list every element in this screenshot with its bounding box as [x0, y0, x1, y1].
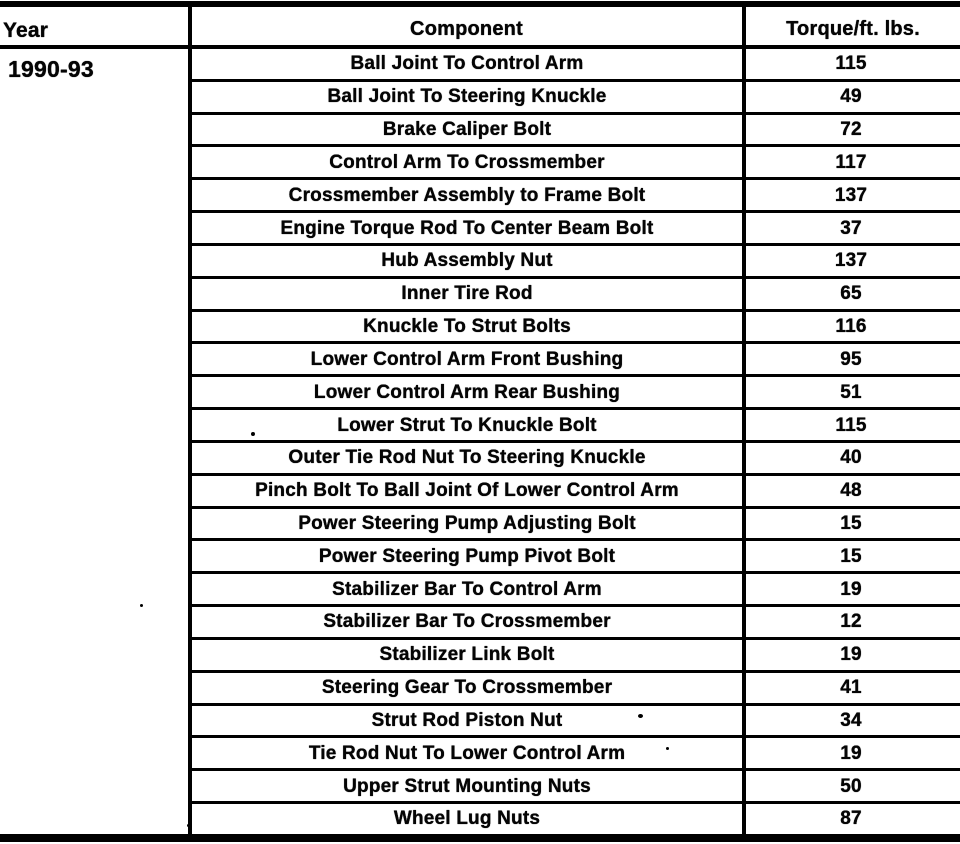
component-cell: Ball Joint To Control Arm — [350, 53, 584, 75]
column-header-year: Year — [3, 19, 49, 42]
table-row: Ball Joint To Steering Knuckle 49 — [192, 82, 960, 115]
year-value: 1990-93 — [8, 56, 94, 82]
column-header-torque: Torque/ft. lbs. — [786, 18, 920, 40]
component-cell: Tie Rod Nut To Lower Control Arm — [308, 742, 626, 764]
torque-cell: 95 — [840, 348, 862, 370]
table-row: Tie Rod Nut To Lower Control Arm 19 — [192, 738, 960, 772]
table-row: Wheel Lug Nuts 87 — [192, 804, 960, 834]
component-cell: Power Steering Pump Adjusting Bolt — [298, 513, 636, 534]
table-row: Lower Control Arm Front Bushing 95 — [192, 344, 960, 378]
table-row: Crossmember Assembly to Frame Bolt 137 — [192, 180, 960, 214]
component-cell: Lower Control Arm Rear Bushing — [313, 381, 621, 403]
table-header-row: Year Component Torque/ft. lbs. — [0, 7, 960, 49]
scan-speck — [638, 714, 643, 718]
torque-cell: 116 — [835, 316, 867, 338]
table-row: Stabilizer Bar To Control Arm 19 — [192, 574, 960, 608]
table-body: Ball Joint To Control Arm 115 Ball Joint… — [192, 49, 960, 834]
table-row: Inner Tire Rod 65 — [192, 279, 960, 312]
component-cell: Crossmember Assembly to Frame Bolt — [288, 184, 646, 206]
table-row: Lower Strut To Knuckle Bolt 115 — [192, 410, 960, 443]
table-row: Engine Torque Rod To Center Beam Bolt 37 — [192, 213, 960, 246]
table-row: Power Steering Pump Adjusting Bolt 15 — [192, 509, 960, 542]
torque-cell: 49 — [840, 86, 862, 108]
torque-cell: 117 — [835, 151, 867, 173]
torque-cell: 137 — [834, 250, 868, 272]
component-cell: Stabilizer Bar To Crossmember — [323, 611, 611, 633]
torque-cell: 65 — [840, 283, 862, 305]
torque-cell: 50 — [840, 775, 862, 797]
scan-speck — [251, 432, 255, 436]
table-row: Stabilizer Bar To Crossmember 12 — [192, 607, 960, 640]
component-cell: Wheel Lug Nuts — [393, 808, 541, 830]
torque-column-divider — [742, 7, 746, 834]
component-cell: Knuckle To Strut Bolts — [363, 316, 571, 338]
torque-cell: 19 — [840, 644, 862, 666]
table-row: Steering Gear To Crossmember 41 — [192, 673, 960, 706]
column-header-component: Component — [410, 18, 523, 40]
table-row: Hub Assembly Nut 137 — [192, 246, 960, 279]
torque-cell: 72 — [840, 119, 862, 141]
torque-cell: 34 — [840, 709, 862, 731]
table-bottom-border — [0, 834, 960, 842]
torque-cell: 137 — [834, 184, 868, 206]
torque-cell: 115 — [835, 414, 867, 436]
component-cell: Pinch Bolt To Ball Joint Of Lower Contro… — [255, 480, 679, 502]
table-row: Knuckle To Strut Bolts 116 — [192, 312, 960, 345]
torque-cell: 12 — [840, 611, 862, 633]
table-top-border — [0, 1, 960, 7]
component-cell: Lower Strut To Knuckle Bolt — [337, 414, 597, 436]
table-row: Control Arm To Crossmember 117 — [192, 147, 960, 181]
table-row: Strut Rod Piston Nut 34 — [192, 706, 960, 739]
year-column-divider — [188, 7, 192, 834]
component-cell: Upper Strut Mounting Nuts — [343, 775, 591, 797]
torque-cell: 40 — [840, 447, 862, 469]
scan-speck — [140, 604, 143, 607]
component-cell: Steering Gear To Crossmember — [321, 677, 613, 699]
torque-cell: 19 — [840, 742, 862, 764]
table-row: Upper Strut Mounting Nuts 50 — [192, 771, 960, 805]
component-cell: Power Steering Pump Pivot Bolt — [318, 545, 616, 567]
component-cell: Hub Assembly Nut — [381, 250, 553, 272]
table-row: Ball Joint To Control Arm 115 — [192, 49, 960, 82]
component-cell: Stabilizer Link Bolt — [379, 644, 555, 666]
torque-cell: 51 — [840, 381, 862, 403]
component-cell: Stabilizer Bar To Control Arm — [332, 578, 602, 600]
component-cell: Inner Tire Rod — [401, 283, 533, 305]
torque-cell: 15 — [840, 513, 862, 534]
table-row: Pinch Bolt To Ball Joint Of Lower Contro… — [192, 476, 960, 509]
component-cell: Lower Control Arm Front Bushing — [310, 348, 624, 370]
torque-cell: 41 — [840, 677, 862, 699]
component-cell: Strut Rod Piston Nut — [371, 709, 563, 731]
torque-cell: 115 — [835, 53, 867, 75]
component-cell: Brake Caliper Bolt — [382, 119, 552, 141]
component-cell: Ball Joint To Steering Knuckle — [327, 86, 607, 108]
torque-cell: 48 — [840, 480, 862, 502]
component-cell: Control Arm To Crossmember — [329, 151, 605, 173]
table-row: Brake Caliper Bolt 72 — [192, 115, 960, 148]
table-row: Power Steering Pump Pivot Bolt 15 — [192, 541, 960, 575]
table-row: Lower Control Arm Rear Bushing 51 — [192, 377, 960, 411]
scan-speck — [187, 824, 190, 827]
torque-cell: 37 — [840, 217, 862, 239]
table-row: Stabilizer Link Bolt 19 — [192, 640, 960, 673]
torque-cell: 15 — [840, 545, 862, 567]
table-row: Outer Tie Rod Nut To Steering Knuckle 40 — [192, 443, 960, 476]
torque-cell: 19 — [840, 578, 862, 600]
scan-speck — [666, 747, 669, 750]
torque-cell: 87 — [840, 808, 862, 830]
component-cell: Outer Tie Rod Nut To Steering Knuckle — [288, 447, 646, 469]
component-cell: Engine Torque Rod To Center Beam Bolt — [280, 217, 654, 239]
